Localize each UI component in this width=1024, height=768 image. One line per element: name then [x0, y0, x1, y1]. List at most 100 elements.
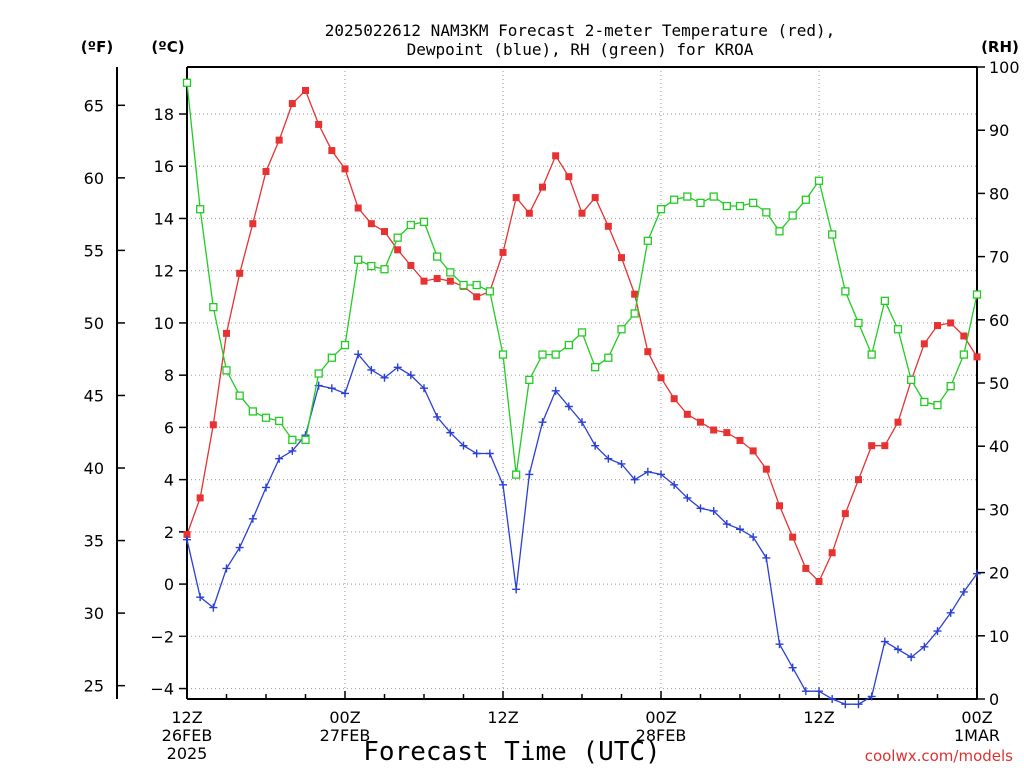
rh-point [472, 280, 481, 290]
celsius-tick-label: 4 [164, 471, 174, 490]
temperature-point [552, 152, 560, 160]
x-tick-label: 12Z [803, 708, 834, 727]
temperature-point [275, 136, 283, 144]
rh-tick-label: 40 [989, 437, 1009, 456]
rh-point [854, 318, 863, 328]
dewpoint-point [248, 514, 257, 523]
temperature-point [328, 147, 336, 155]
temperature-point [881, 442, 889, 450]
rh-point [775, 227, 784, 236]
temperature-point [196, 494, 204, 502]
x-tick-label: 00Z [329, 708, 360, 727]
celsius-tick-label: 16 [154, 157, 174, 176]
rh-point [288, 435, 297, 445]
dewpoint-point [183, 535, 191, 544]
rh-tick-label: 90 [989, 121, 1009, 140]
rh-point [907, 375, 916, 384]
x-tick-label: 28FEB [636, 726, 687, 745]
temperature-point [697, 418, 704, 426]
rh-point [446, 268, 455, 277]
x-tick-label: 1MAR [954, 726, 1000, 745]
dewpoint-point [406, 371, 415, 380]
rh-point [393, 233, 402, 242]
rh-point [643, 236, 652, 245]
rh-tick-label: 80 [989, 184, 1009, 203]
temperature-point [736, 436, 744, 444]
rh-tick-label: 70 [989, 248, 1009, 267]
fahrenheit-tick-label: 25 [84, 677, 104, 696]
dewpoint-point [630, 475, 639, 484]
celsius-unit-label: (ºC) [151, 38, 184, 56]
dewpoint-point [683, 493, 692, 502]
rh-point [419, 217, 429, 226]
dewpoint-point [722, 520, 731, 529]
temperature-point [855, 476, 862, 484]
dewpoint-point [815, 687, 823, 696]
dewpoint-point [578, 418, 586, 427]
dewpoint-point [525, 470, 534, 479]
dewpoint-point [907, 653, 916, 662]
dewpoint-point [801, 687, 810, 696]
celsius-tick-label: 18 [154, 105, 174, 124]
rh-unit-label: (RH) [981, 38, 1019, 56]
dewpoint-point [643, 467, 652, 476]
temperature-point [262, 167, 270, 175]
dewpoint-line [186, 352, 978, 705]
temperature-point [525, 209, 533, 217]
temperature-point [315, 120, 323, 128]
celsius-tick-label: −2 [150, 627, 174, 646]
rh-point [893, 325, 903, 334]
dewpoint-point [367, 365, 376, 374]
rh-point [735, 201, 745, 211]
dewpoint-point [604, 454, 613, 463]
rh-point [656, 205, 666, 214]
rh-point [577, 328, 587, 337]
axes: −4 −2 0 2 4 6 8 10 12 14 16 18 25 30 35 40 45 50 55 60 65 0 10… [84, 58, 1020, 763]
rh-point [683, 192, 692, 201]
celsius-tick-label: −4 [150, 680, 174, 699]
x-tick-label: 26FEB [162, 726, 213, 745]
rh-point [946, 382, 955, 391]
dewpoint-point [894, 645, 902, 654]
dewpoint-point [380, 373, 389, 382]
temperature-point [249, 220, 257, 228]
dewpoint-point [538, 418, 547, 427]
watermark-text: coolwx.com/models [865, 747, 1013, 765]
rh-tick-label: 30 [989, 500, 1009, 519]
dewpoint-point [209, 603, 218, 612]
celsius-tick-label: 14 [154, 209, 174, 228]
dewpoint-point [499, 480, 507, 489]
dewpoint-point [222, 564, 231, 573]
rh-point [670, 195, 679, 204]
temperature-point [446, 277, 454, 285]
dewpoint-point [973, 569, 981, 578]
fahrenheit-unit-label: (ºF) [81, 38, 113, 56]
dewpoint-point [736, 525, 744, 534]
rh-point [564, 340, 573, 350]
dewpoint-point [433, 412, 442, 421]
fahrenheit-tick-label: 35 [84, 532, 104, 551]
temperature-point [828, 549, 836, 557]
temperature-point [420, 277, 428, 285]
rh-point [459, 280, 468, 290]
dewpoint-point [472, 449, 481, 458]
temperature-point [947, 319, 955, 327]
dewpoint-point [867, 692, 876, 701]
temperature-point [802, 564, 810, 572]
x-tick-label: 27FEB [320, 726, 371, 745]
dewpoint-point [775, 640, 784, 649]
temperature-point [473, 293, 481, 301]
rh-point [327, 353, 336, 362]
rh-tick-label: 20 [989, 564, 1009, 583]
rh-tick-label: 50 [989, 374, 1009, 393]
dewpoint-point [275, 454, 284, 463]
rh-point [498, 350, 508, 359]
rh-point [314, 369, 323, 378]
temperature-point [499, 248, 507, 256]
rh-point [959, 350, 968, 359]
rh-point [301, 435, 310, 445]
rh-point [380, 265, 389, 274]
temperature-point [815, 577, 823, 585]
temperature-point [723, 429, 731, 437]
rh-point [525, 375, 534, 384]
